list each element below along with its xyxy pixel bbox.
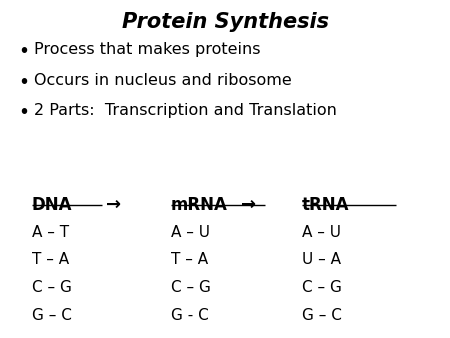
Text: G – C: G – C <box>302 308 342 323</box>
Text: 2 Parts:  Transcription and Translation: 2 Parts: Transcription and Translation <box>34 103 337 118</box>
Text: C – G: C – G <box>32 280 72 295</box>
Text: •: • <box>18 103 29 122</box>
Text: T – A: T – A <box>32 252 68 267</box>
Text: Protein Synthesis: Protein Synthesis <box>122 12 328 32</box>
Text: G - C: G - C <box>171 308 209 323</box>
Text: Occurs in nucleus and ribosome: Occurs in nucleus and ribosome <box>34 73 292 88</box>
Text: •: • <box>18 42 29 61</box>
Text: C – G: C – G <box>171 280 211 295</box>
Text: T – A: T – A <box>171 252 208 267</box>
Text: C – G: C – G <box>302 280 342 295</box>
Text: A – U: A – U <box>171 225 210 240</box>
Text: mRNA: mRNA <box>171 196 228 214</box>
Text: tRNA: tRNA <box>302 196 349 214</box>
Text: →: → <box>241 196 256 214</box>
Text: Process that makes proteins: Process that makes proteins <box>34 42 260 57</box>
Text: G – C: G – C <box>32 308 72 323</box>
Text: A – T: A – T <box>32 225 68 240</box>
Text: →: → <box>106 196 121 214</box>
Text: U – A: U – A <box>302 252 341 267</box>
Text: A – U: A – U <box>302 225 341 240</box>
Text: •: • <box>18 73 29 92</box>
Text: DNA: DNA <box>32 196 72 214</box>
